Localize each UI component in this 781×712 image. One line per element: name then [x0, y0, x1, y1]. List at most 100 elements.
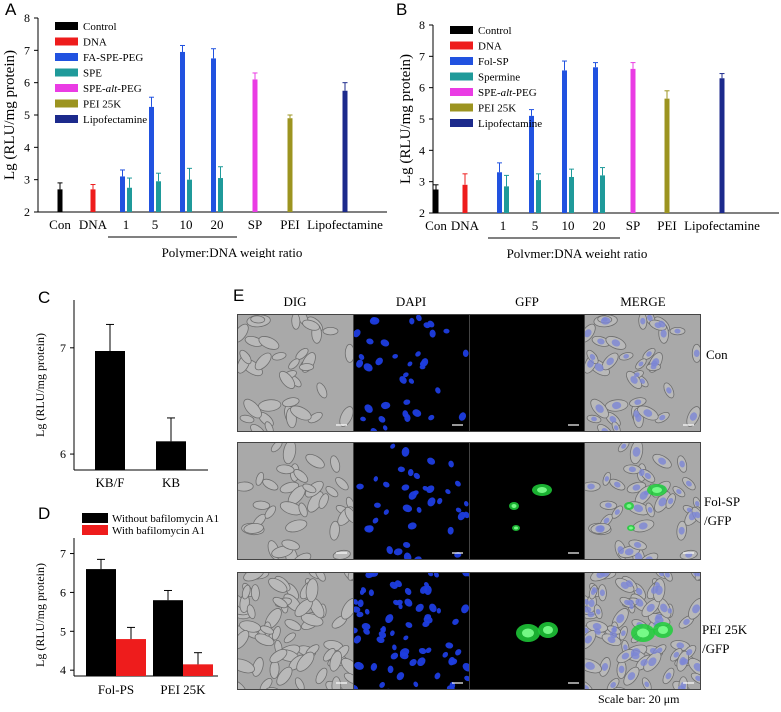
nucleus — [658, 497, 667, 507]
nucleus — [464, 500, 469, 507]
gfp-signal-core — [537, 487, 547, 493]
nucleus — [462, 349, 469, 358]
nucleus — [611, 627, 617, 633]
nucleus — [695, 675, 700, 682]
x-tick-label-dna: DNA — [451, 218, 480, 233]
cell-outline — [299, 363, 315, 372]
nucleus — [697, 573, 700, 577]
y-tick-label: 7 — [60, 547, 66, 561]
x-tick-label-sp: SP — [248, 217, 262, 232]
micrograph-image — [585, 315, 700, 431]
nucleus — [623, 644, 628, 651]
cell-outline — [278, 370, 296, 389]
nucleus — [693, 663, 700, 672]
nucleus — [363, 363, 373, 372]
gfp-signal-core — [511, 504, 517, 508]
y-tick-label: 6 — [60, 585, 66, 599]
legend-label-lipofectamine: Lipofectamine — [83, 114, 147, 126]
nucleus — [620, 581, 629, 589]
nucleus — [633, 542, 642, 548]
legend-swatch-spe-alt-peg — [450, 88, 473, 96]
cell-outline — [243, 573, 265, 582]
nucleus — [627, 672, 636, 681]
nucleus — [368, 589, 374, 597]
column-header-gfp: GFP — [515, 294, 539, 309]
nucleus — [624, 548, 634, 556]
row-label-fol-sp-line1: Fol-SP — [704, 494, 741, 509]
nucleus — [429, 603, 437, 613]
nucleus — [373, 476, 379, 482]
nucleus — [679, 656, 687, 666]
nucleus — [422, 485, 429, 491]
nucleus — [605, 502, 612, 508]
nucleus — [692, 604, 700, 614]
nucleus — [354, 661, 364, 670]
bar-control-con — [57, 189, 63, 212]
cell-outline — [298, 502, 308, 518]
scale-bar-caption: Scale bar: 20 μm — [598, 692, 680, 706]
legend-label-control: Control — [478, 25, 512, 37]
cell-outline — [305, 578, 319, 603]
x-tick-label-pei: PEI — [280, 217, 300, 232]
micrograph-image — [470, 573, 585, 689]
y-tick-label: 7 — [419, 49, 425, 63]
legend-label-lipofectamine: Lipofectamine — [478, 118, 542, 130]
cell-outline — [325, 486, 339, 498]
nucleus — [686, 649, 693, 656]
nucleus — [609, 415, 617, 423]
micrograph-pei-dig — [237, 572, 354, 690]
nucleus — [646, 351, 652, 357]
nucleus — [624, 599, 631, 606]
nucleus — [630, 652, 640, 660]
bar-spermine-5 — [536, 180, 541, 213]
nucleus — [628, 466, 636, 473]
nucleus — [634, 372, 640, 378]
nucleus — [685, 480, 692, 487]
nucleus — [398, 603, 403, 610]
micrograph-image — [585, 573, 700, 689]
nucleus — [404, 598, 413, 607]
y-tick-label: 7 — [60, 341, 66, 355]
cell-outline — [250, 423, 266, 431]
nucleus — [383, 481, 390, 488]
nucleus — [590, 589, 596, 595]
nucleus — [380, 339, 390, 347]
nucleus — [632, 484, 641, 491]
micrograph-image — [470, 443, 585, 559]
y-tick-label: 7 — [24, 43, 30, 57]
legend-label-pei-25k: PEI 25K — [83, 99, 121, 111]
nucleus — [382, 425, 388, 431]
micrograph-fol-sp-dig — [237, 442, 354, 560]
y-tick-label: 6 — [24, 76, 30, 90]
cell-outline — [264, 505, 277, 519]
nucleus — [464, 675, 469, 682]
nucleus — [585, 635, 593, 644]
bar-spe-10 — [187, 179, 192, 212]
nucleus — [364, 608, 370, 615]
nucleus — [668, 497, 674, 505]
nucleus — [370, 428, 378, 431]
nucleus — [673, 651, 680, 658]
nucleus — [587, 611, 595, 618]
nucleus — [403, 552, 412, 559]
panel-letter-c: C — [38, 288, 51, 307]
row-label-fol-sp-line2: /GFP — [704, 513, 732, 528]
nucleus — [354, 606, 361, 613]
panel-letter-e: E — [233, 286, 245, 305]
nucleus — [686, 507, 693, 513]
cell-outline — [276, 666, 293, 686]
nucleus — [629, 603, 634, 610]
legend-swatch-lipofectamine — [450, 119, 473, 127]
bar-pei-25k-pei — [287, 118, 293, 212]
nucleus — [359, 589, 365, 595]
nucleus — [363, 628, 370, 635]
nucleus — [403, 399, 411, 405]
micrograph-image — [354, 443, 469, 559]
nucleus — [413, 472, 420, 479]
y-tick-label: 5 — [419, 112, 425, 126]
micrograph-image — [470, 315, 585, 431]
panel-letter-a: A — [5, 0, 17, 19]
nucleus — [365, 525, 374, 532]
cell-outline — [296, 651, 315, 672]
nucleus — [594, 363, 604, 372]
